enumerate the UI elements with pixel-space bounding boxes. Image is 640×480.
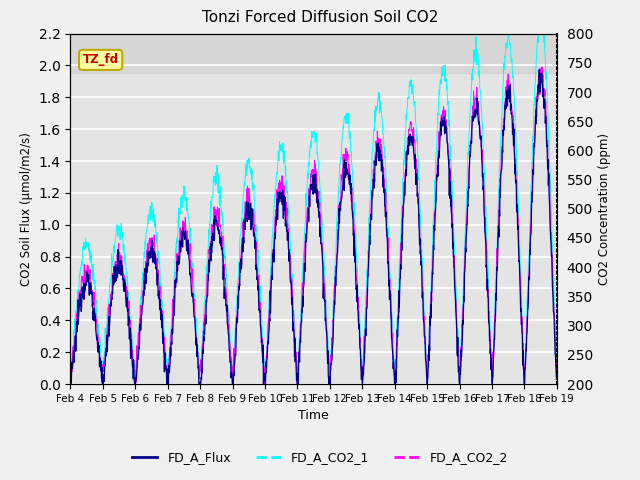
X-axis label: Time: Time (298, 409, 329, 422)
Y-axis label: CO2 Soil Flux (μmol/m2/s): CO2 Soil Flux (μmol/m2/s) (20, 132, 33, 286)
Text: Tonzi Forced Diffusion Soil CO2: Tonzi Forced Diffusion Soil CO2 (202, 10, 438, 24)
Bar (70, 18, 557, 73)
Legend: FD_A_Flux, FD_A_CO2_1, FD_A_CO2_2: FD_A_Flux, FD_A_CO2_1, FD_A_CO2_2 (127, 446, 513, 469)
Text: TZ_fd: TZ_fd (83, 53, 118, 66)
Y-axis label: CO2 Concentration (ppm): CO2 Concentration (ppm) (598, 133, 611, 285)
